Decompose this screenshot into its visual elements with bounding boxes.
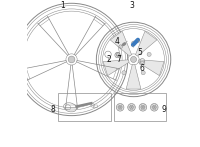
Polygon shape: [103, 60, 129, 76]
Text: 5: 5: [137, 48, 142, 57]
Text: 9: 9: [161, 105, 166, 114]
Circle shape: [152, 105, 156, 109]
Circle shape: [116, 103, 124, 111]
Circle shape: [141, 71, 145, 75]
Circle shape: [139, 103, 147, 111]
Text: 1: 1: [60, 1, 65, 10]
Circle shape: [68, 56, 75, 63]
Text: 6: 6: [140, 64, 145, 73]
Circle shape: [131, 56, 137, 62]
Circle shape: [150, 103, 158, 111]
Circle shape: [128, 103, 135, 111]
Text: 8: 8: [50, 105, 55, 114]
Circle shape: [132, 41, 136, 45]
Text: 3: 3: [130, 1, 135, 10]
Circle shape: [118, 105, 122, 109]
Polygon shape: [138, 60, 164, 76]
Polygon shape: [136, 31, 157, 56]
Circle shape: [122, 71, 126, 75]
Circle shape: [116, 52, 120, 56]
Circle shape: [147, 52, 151, 56]
Circle shape: [141, 105, 145, 109]
Text: 2: 2: [106, 55, 111, 64]
Circle shape: [130, 105, 133, 109]
Text: 4: 4: [115, 37, 120, 46]
Polygon shape: [126, 65, 141, 89]
Polygon shape: [110, 31, 132, 56]
Text: 7: 7: [117, 55, 121, 64]
